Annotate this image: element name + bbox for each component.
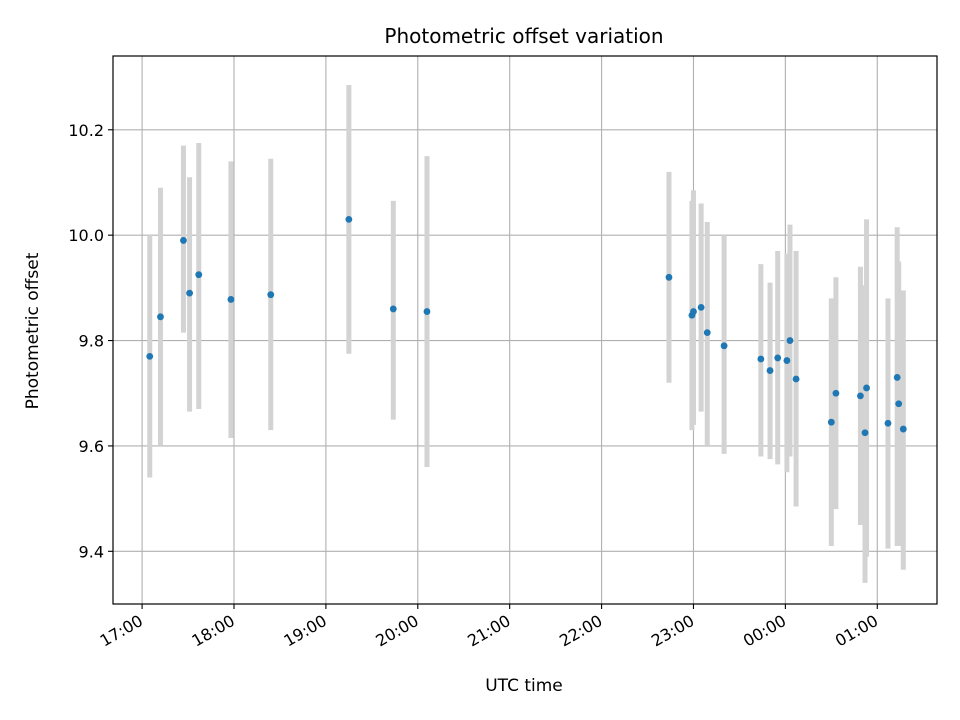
- data-point: [884, 419, 892, 427]
- data-point: [861, 429, 869, 437]
- data-point: [857, 392, 864, 400]
- y-tick-label: 9.8: [79, 332, 104, 351]
- data-point: [792, 375, 800, 383]
- data-point: [786, 337, 794, 344]
- data-point: [186, 289, 193, 297]
- data-point: [895, 400, 903, 408]
- data-point: [227, 296, 235, 303]
- data-point: [757, 355, 765, 363]
- y-tick-label: 10.2: [68, 121, 104, 140]
- data-point: [665, 273, 673, 281]
- data-point: [832, 389, 840, 397]
- y-tick-label: 10.0: [68, 226, 104, 245]
- chart-title: Photometric offset variation: [384, 24, 663, 48]
- y-tick-label: 9.4: [79, 542, 104, 561]
- data-point: [345, 215, 353, 223]
- data-point: [893, 374, 901, 381]
- data-point: [267, 291, 275, 299]
- data-point: [697, 303, 705, 311]
- grid-lines: [113, 56, 937, 604]
- data-points: [146, 215, 907, 437]
- y-tick-label: 9.6: [79, 437, 104, 456]
- data-point: [863, 384, 870, 392]
- plot-area-frame: [112, 55, 938, 605]
- data-point: [146, 352, 154, 360]
- data-point: [195, 271, 203, 279]
- y-axis-label: Photometric offset: [23, 252, 43, 409]
- x-axis-label: UTC time: [485, 676, 563, 696]
- y-axis-ticks: 9.4 9.6 9.8 10.0 10.2: [68, 121, 113, 561]
- data-point: [899, 425, 907, 433]
- data-point: [783, 357, 791, 364]
- data-point: [703, 329, 711, 337]
- data-point: [690, 308, 697, 315]
- data-point: [720, 342, 728, 350]
- data-point: [766, 367, 774, 374]
- data-point: [827, 418, 835, 426]
- data-point: [774, 354, 782, 362]
- data-point: [389, 305, 397, 313]
- data-point: [180, 237, 187, 244]
- data-point: [423, 308, 431, 315]
- data-point: [157, 313, 164, 321]
